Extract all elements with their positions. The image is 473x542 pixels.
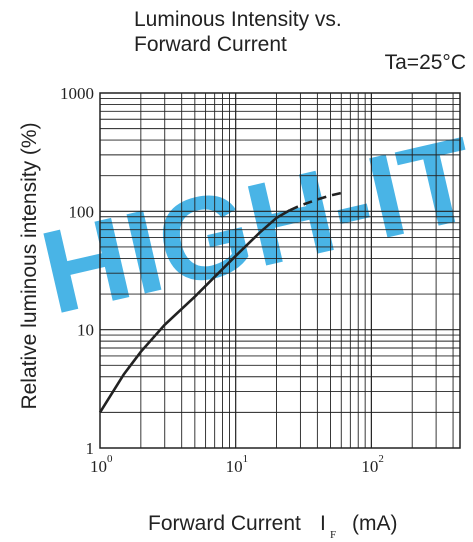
series-layer <box>98 190 347 414</box>
x-tick-exponent: 1 <box>243 453 249 465</box>
watermark-logo: HIGH-IT <box>30 112 473 339</box>
series-line-dashed <box>289 190 347 212</box>
x-tick-label: 10 <box>90 457 107 476</box>
x-tick-exponent: 2 <box>378 453 384 465</box>
y-tick-label: 1 <box>86 439 95 458</box>
plot-grid <box>100 93 460 448</box>
temperature-condition: Ta=25°C <box>385 51 466 74</box>
chart-title-line-2: Forward Current <box>134 33 287 56</box>
x-tick-exponent: 0 <box>107 453 113 465</box>
y-axis-label: Relative luminous intensity (%) <box>18 122 41 409</box>
x-axis-unit: (mA) <box>352 512 398 535</box>
x-tick-label: 10 <box>361 457 378 476</box>
y-tick-label: 1000 <box>60 84 94 103</box>
x-axis-label: Forward Current <box>148 512 301 535</box>
y-tick-label: 10 <box>77 321 94 340</box>
plot-frame <box>99 92 461 449</box>
x-tick-label: 10 <box>226 457 243 476</box>
x-axis-symbol: I <box>320 512 326 535</box>
chart-title-line-1: Luminous Intensity vs. <box>134 8 342 31</box>
y-tick-label: 100 <box>69 202 95 221</box>
x-axis-subscript: F <box>330 529 336 541</box>
series-line-solid <box>98 209 291 414</box>
